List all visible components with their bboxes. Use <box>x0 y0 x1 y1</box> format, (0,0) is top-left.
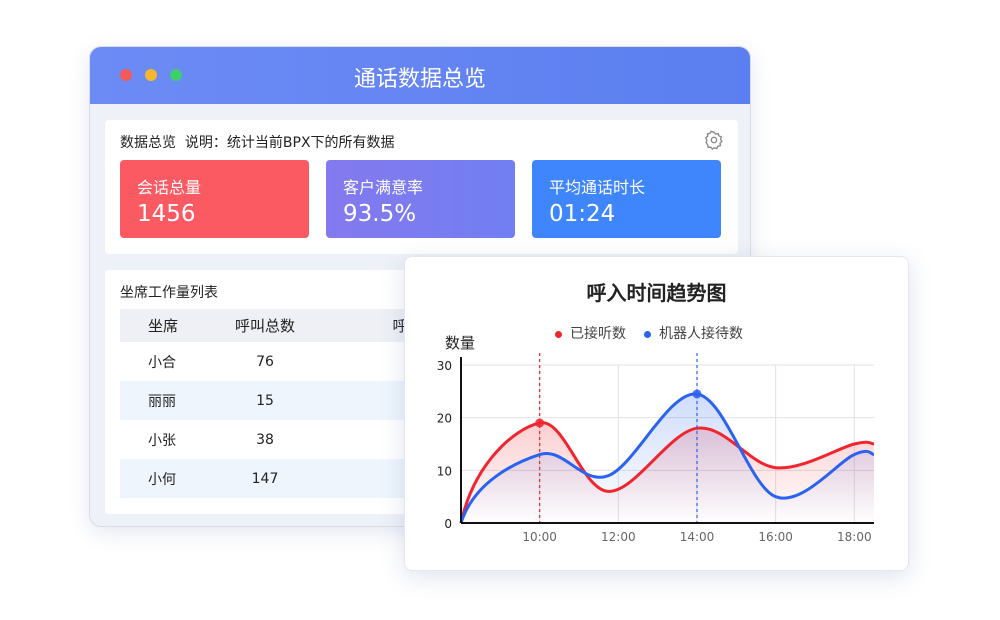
legend-dot-icon <box>555 330 562 338</box>
gear-icon[interactable] <box>704 130 724 150</box>
minimize-dot[interactable] <box>145 69 157 81</box>
legend-label: 机器人接待数 <box>659 326 743 342</box>
legend-item[interactable]: 已接听数 <box>555 323 626 343</box>
stat-name: 平均通话时长 <box>549 178 646 197</box>
chart-plot: 0 10 20 30 10:00 12:00 14:00 16:00 18:00 <box>437 353 875 544</box>
data-point <box>535 418 545 428</box>
overview-card: 数据总览 说明：统计当前BPX下的所有数据 会话总量 1456 客户满意率 93… <box>105 120 738 254</box>
cell: 15 <box>210 381 320 420</box>
y-tick-label: 30 <box>437 359 452 373</box>
x-tick-label: 18:00 <box>837 530 872 544</box>
stat-name: 客户满意率 <box>343 178 424 197</box>
y-tick-label: 0 <box>444 517 452 531</box>
y-tick-label: 20 <box>437 412 452 426</box>
data-point <box>692 389 702 399</box>
stat-value: 93.5% <box>343 201 417 227</box>
cell: 38 <box>256 431 274 448</box>
cell: 小张 <box>148 432 176 449</box>
chart-legend: 已接听数 机器人接待数 <box>555 323 743 343</box>
legend-item[interactable]: 机器人接待数 <box>644 323 743 343</box>
stat-name: 会话总量 <box>137 178 202 197</box>
stat-card-total-sessions: 会话总量 1456 <box>120 160 309 238</box>
series-area <box>461 393 874 523</box>
legend-dot-icon <box>644 330 651 338</box>
maximize-dot[interactable] <box>170 69 182 81</box>
y-tick-label: 10 <box>437 464 452 478</box>
cell: 小何 <box>120 459 210 498</box>
stat-card-satisfaction: 客户满意率 93.5% <box>326 160 515 238</box>
agents-label: 坐席工作量列表 <box>120 285 218 301</box>
legend-label: 已接听数 <box>570 326 626 342</box>
x-tick-label: 10:00 <box>522 530 557 544</box>
y-axis-label: 数量 <box>445 334 476 352</box>
close-dot[interactable] <box>120 69 132 81</box>
x-tick-label: 16:00 <box>758 530 793 544</box>
stat-card-avg-duration: 平均通话时长 01:24 <box>532 160 721 238</box>
cell: 丽丽 <box>120 381 210 420</box>
trend-chart-panel: 呼入时间趋势图 已接听数 机器人接待数 数量 0 10 20 30 10:00 12:00… <box>404 256 909 571</box>
stat-value: 01:24 <box>549 201 616 227</box>
column-header: 坐席 <box>120 309 210 342</box>
chart-title: 呼入时间趋势图 <box>586 281 727 305</box>
column-header: 呼叫总数 <box>210 309 320 342</box>
x-tick-label: 12:00 <box>601 530 636 544</box>
cell: 小合 <box>148 354 176 371</box>
cell: 147 <box>210 459 320 498</box>
window-header: 通话数据总览 <box>90 47 750 104</box>
stat-value: 1456 <box>137 201 196 227</box>
cell: 76 <box>256 353 274 370</box>
x-tick-label: 14:00 <box>680 530 715 544</box>
window-title: 通话数据总览 <box>353 67 486 92</box>
overview-label: 数据总览 说明：统计当前BPX下的所有数据 <box>120 135 395 151</box>
